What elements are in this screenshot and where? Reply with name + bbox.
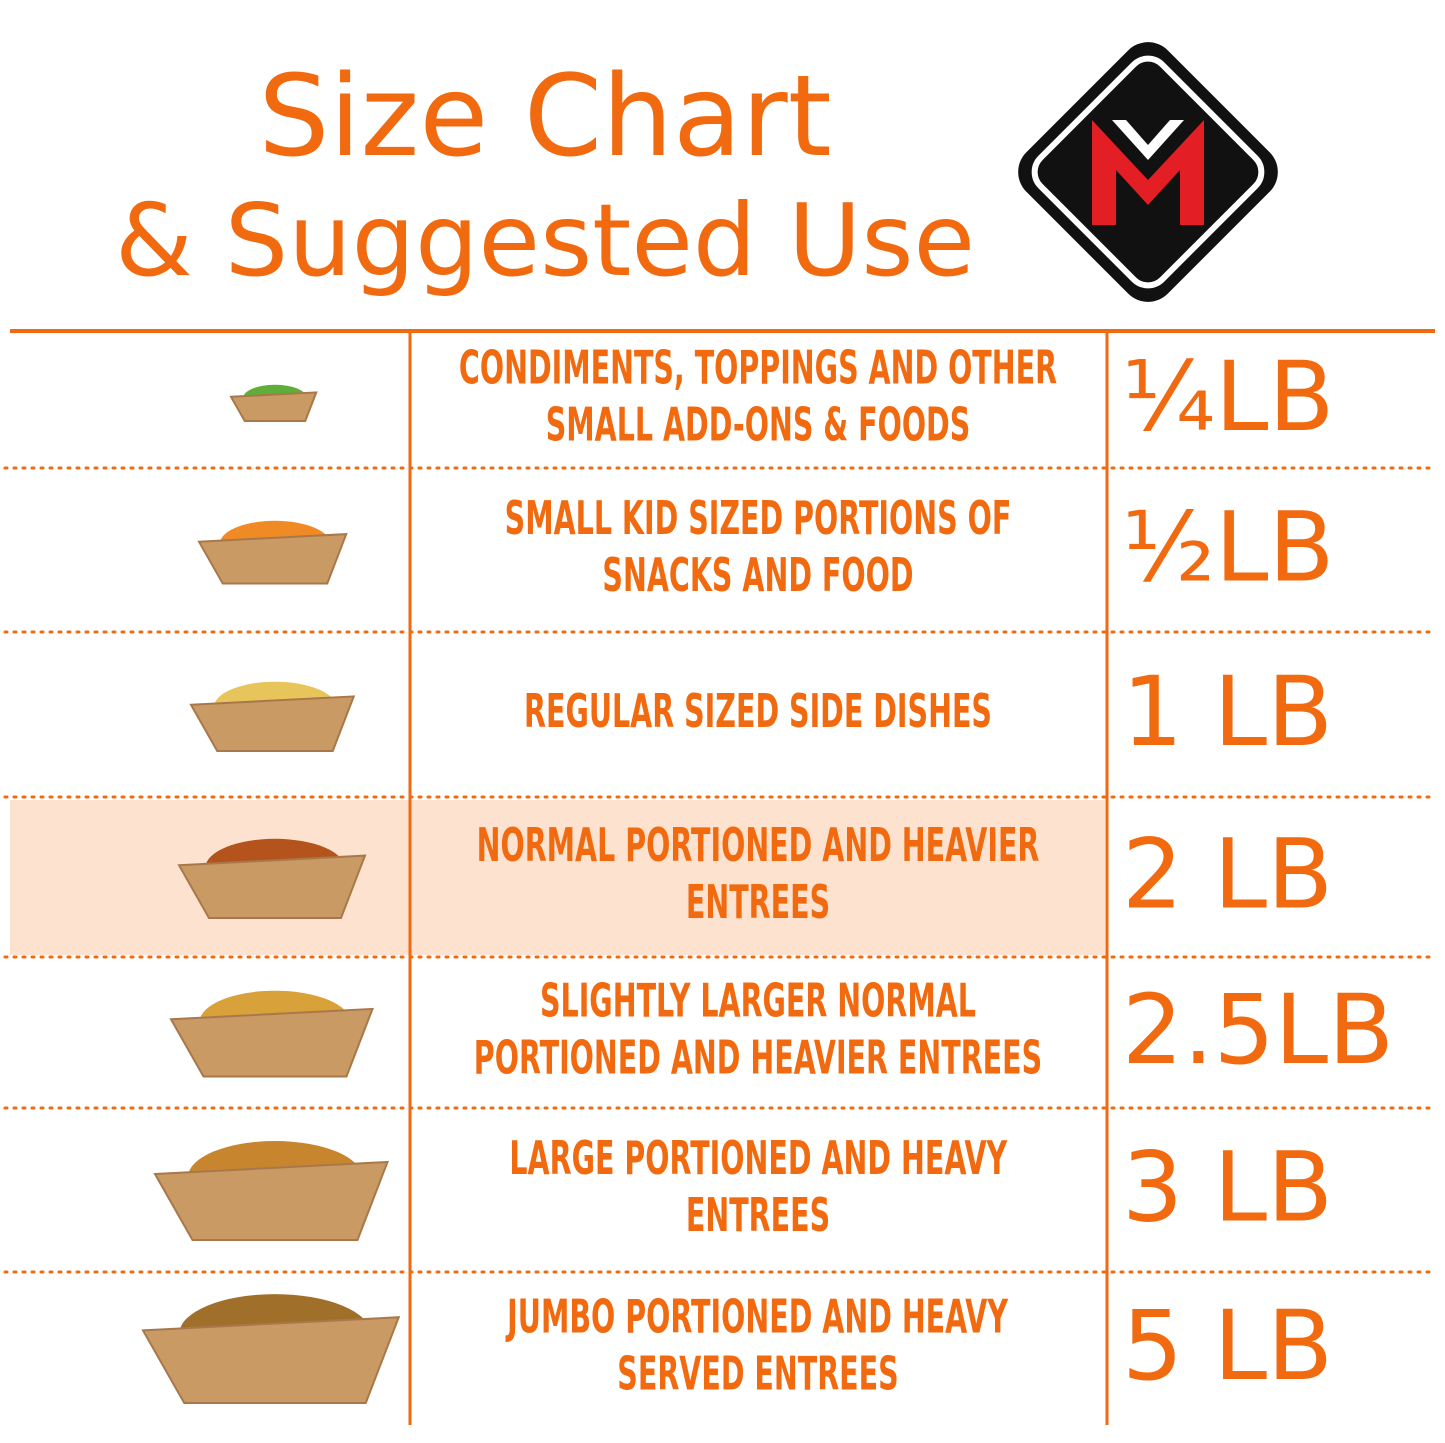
tray	[141, 1316, 401, 1404]
row-description: ENTREES	[686, 876, 830, 930]
row-description: NORMAL PORTIONED AND HEAVIER	[477, 819, 1040, 873]
row-size: ¼LB	[1122, 341, 1334, 453]
row-description: PORTIONED AND HEAVIER ENTREES	[474, 1032, 1042, 1086]
tray	[177, 854, 367, 919]
tray	[197, 533, 348, 585]
row-size: ½LB	[1122, 491, 1334, 603]
row-size: 1 LB	[1122, 656, 1333, 768]
row-description: SERVED ENTREES	[617, 1348, 898, 1402]
logo	[1018, 42, 1278, 302]
logo-v	[1112, 120, 1184, 160]
row-description: SNACKS AND FOOD	[602, 549, 913, 603]
tray	[169, 1007, 374, 1078]
tray	[229, 391, 318, 422]
row-size: 3 LB	[1122, 1131, 1333, 1243]
row-size: 5 LB	[1122, 1290, 1333, 1402]
logo-badge	[1018, 42, 1278, 302]
logo-mark	[1092, 120, 1204, 225]
tray	[189, 695, 356, 752]
row-description: LARGE PORTIONED AND HEAVY	[509, 1132, 1008, 1186]
logo-m	[1092, 120, 1204, 225]
row-description: JUMBO PORTIONED AND HEAVY	[505, 1291, 1009, 1345]
row-description: CONDIMENTS, TOPPINGS AND OTHER	[459, 342, 1057, 396]
row-description: SLIGHTLY LARGER NORMAL	[540, 975, 976, 1029]
row-size: 2 LB	[1122, 818, 1333, 930]
row-size: 2.5LB	[1122, 974, 1394, 1086]
title-line: & Suggested Use	[115, 182, 975, 299]
row-description: ENTREES	[686, 1189, 830, 1243]
row-description: SMALL ADD-ONS & FOODS	[546, 399, 971, 453]
title-line: Size Chart	[258, 52, 831, 182]
row-description: REGULAR SIZED SIDE DISHES	[524, 685, 992, 739]
tray	[153, 1160, 389, 1241]
logo-border	[1031, 55, 1265, 289]
row-description: SMALL KID SIZED PORTIONS OF	[505, 492, 1012, 546]
